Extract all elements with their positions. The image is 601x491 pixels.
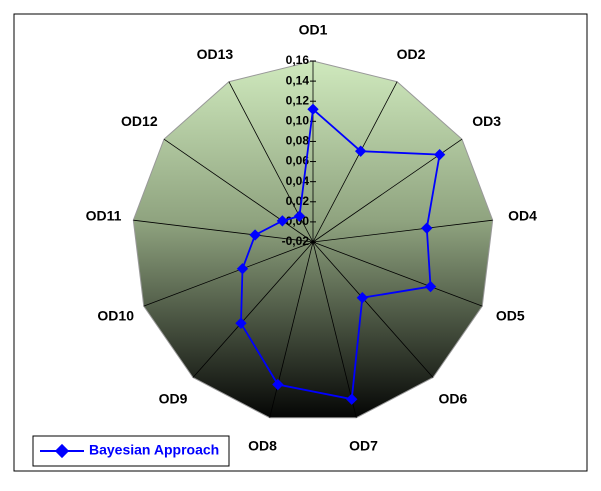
category-label: OD5 — [496, 308, 525, 324]
y-tick-label: 0,06 — [286, 154, 310, 168]
y-tick-label: 0,04 — [286, 174, 310, 188]
series-line — [240, 108, 441, 401]
data-point — [293, 210, 306, 222]
category-label: OD4 — [508, 207, 537, 223]
data-point — [346, 393, 358, 405]
legend-label: Bayesian Approach — [89, 442, 219, 458]
data-point — [276, 215, 289, 227]
spoke — [312, 241, 434, 378]
y-tick-label: 0,02 — [286, 194, 310, 208]
data-point — [433, 148, 446, 161]
y-tick-label: 0,12 — [286, 93, 310, 107]
category-label: OD9 — [159, 391, 188, 407]
category-label: OD10 — [97, 308, 134, 324]
category-label: OD1 — [299, 22, 328, 38]
legend: Bayesian Approach — [32, 435, 230, 467]
category-label: OD12 — [121, 113, 158, 129]
data-point — [356, 292, 369, 304]
y-tick-label: 0,16 — [286, 53, 310, 67]
category-label: OD6 — [439, 391, 468, 407]
y-tick-label: 0,14 — [286, 73, 310, 87]
spoke — [143, 241, 314, 307]
category-label: OD13 — [197, 46, 234, 62]
legend-marker — [54, 443, 70, 459]
y-tick-label: 0,10 — [286, 114, 310, 128]
data-point — [249, 229, 261, 241]
spoke — [312, 81, 398, 243]
data-point — [235, 317, 247, 329]
data-point — [272, 378, 284, 391]
category-label: OD8 — [248, 438, 277, 454]
spoke — [312, 241, 483, 307]
y-tick-label: -0,02 — [282, 234, 310, 248]
y-tick-label: 0,08 — [286, 134, 310, 148]
spoke — [192, 241, 314, 378]
spoke — [133, 219, 314, 243]
data-point — [424, 280, 437, 293]
category-label: OD2 — [397, 46, 426, 62]
data-point — [421, 222, 433, 234]
data-point — [236, 263, 249, 275]
spoke — [312, 241, 357, 418]
spoke — [312, 219, 493, 243]
spoke — [163, 138, 314, 243]
data-point — [355, 145, 367, 157]
category-label: OD7 — [349, 438, 378, 454]
category-label: OD3 — [472, 113, 501, 129]
category-label: OD11 — [86, 207, 122, 223]
